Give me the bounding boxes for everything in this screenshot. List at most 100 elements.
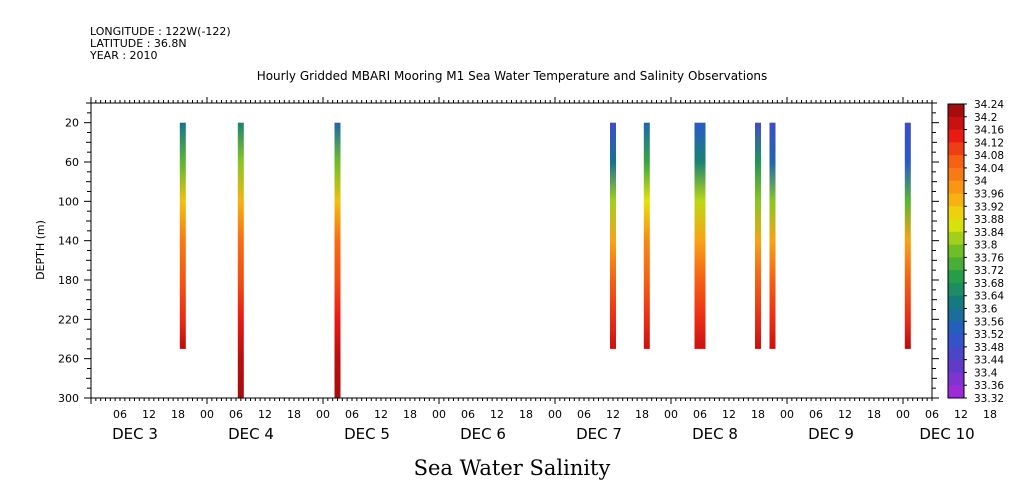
colorbar-swatch	[948, 167, 964, 182]
x-hour-tick-label: 12	[722, 408, 736, 421]
x-hour-tick-label: 12	[838, 408, 852, 421]
colorbar-label: 34.12	[974, 137, 1004, 149]
colorbar-label: 33.56	[974, 316, 1004, 328]
colorbar-swatch	[948, 385, 964, 399]
colorbar-swatch	[948, 308, 964, 322]
colorbar-label: 33.64	[974, 291, 1004, 303]
x-hour-tick-label: 06	[693, 408, 707, 421]
colorbar-label: 33.44	[974, 355, 1004, 367]
colorbar-label: 34.24	[974, 99, 1004, 111]
salinity-profile-3	[334, 122, 341, 398]
y-tick-label: 300	[58, 392, 79, 405]
x-hour-tick-label: 06	[345, 408, 359, 421]
colorbar-swatch	[948, 270, 964, 284]
x-hour-tick-label: 00	[664, 408, 678, 421]
x-hour-tick-label: 12	[606, 408, 620, 421]
colorbar-swatch	[948, 142, 964, 156]
x-hour-tick-label: 18	[519, 408, 533, 421]
x-hour-tick-label: 06	[577, 408, 591, 421]
x-day-label: DEC 3	[112, 425, 158, 443]
x-hour-tick-label: 06	[113, 408, 127, 421]
colorbar-label: 33.4	[974, 367, 998, 379]
colorbar-label: 33.52	[974, 329, 1004, 341]
colorbar-frame	[947, 103, 965, 399]
chart-title: Hourly Gridded MBARI Mooring M1 Sea Wate…	[257, 69, 768, 83]
colorbar-swatch	[948, 155, 964, 169]
colorbar-swatch	[948, 231, 964, 246]
x-day-label: DEC 10	[919, 425, 974, 443]
salinity-profile-4	[610, 122, 616, 349]
y-tick-label: 140	[58, 235, 79, 248]
x-hour-tick-label: 12	[142, 408, 156, 421]
x-hour-tick-label: 06	[229, 408, 243, 421]
x-day-label: DEC 5	[344, 425, 390, 443]
colorbar-swatch	[948, 372, 964, 386]
x-day-label: DEC 7	[576, 425, 622, 443]
x-hour-tick-label: 18	[751, 408, 765, 421]
x-hour-tick-label: 00	[896, 408, 910, 421]
colorbar-label: 33.32	[974, 393, 1004, 405]
x-hour-tick-label: 06	[809, 408, 823, 421]
colorbar-label: 33.84	[974, 227, 1004, 239]
x-hour-tick-label: 00	[432, 408, 446, 421]
salinity-profile-2	[237, 122, 244, 398]
colorbar-label: 33.36	[974, 380, 1004, 392]
x-hour-tick-label: 00	[316, 408, 330, 421]
colorbar-label: 34.08	[974, 150, 1004, 162]
colorbar-swatch	[948, 257, 964, 271]
y-tick-label: 60	[65, 156, 79, 169]
colorbar-swatch	[948, 244, 964, 258]
salinity-profile-1	[179, 122, 186, 349]
colorbar-swatch	[948, 129, 964, 143]
x-day-label: DEC 4	[228, 425, 274, 443]
y-tick-label: 20	[65, 117, 79, 130]
plot-frame	[90, 102, 933, 399]
colorbar-label: 34.04	[974, 163, 1004, 175]
colorbar-swatch	[948, 359, 964, 373]
colorbar-label: 33.48	[974, 342, 1004, 354]
salinity-profile-9	[904, 122, 911, 349]
colorbar-label: 33.92	[974, 201, 1004, 213]
colorbar-swatch	[948, 346, 964, 361]
salinity-profile-7	[755, 122, 761, 349]
x-hour-tick-label: 06	[461, 408, 475, 421]
colorbar-label: 33.76	[974, 252, 1004, 264]
x-hour-tick-label: 00	[200, 408, 214, 421]
y-axis-title: DEPTH (m)	[34, 220, 47, 280]
year-label: YEAR : 2010	[89, 49, 158, 62]
x-hour-tick-label: 00	[548, 408, 562, 421]
y-tick-label: 220	[58, 313, 79, 326]
y-tick-label: 100	[58, 195, 79, 208]
colorbar-label: 33.8	[974, 240, 997, 252]
x-hour-tick-label: 18	[403, 408, 417, 421]
x-axis-title: Sea Water Salinity	[414, 456, 611, 480]
x-hour-tick-label: 12	[490, 408, 504, 421]
x-day-label: DEC 8	[692, 425, 738, 443]
x-hour-tick-label: 18	[983, 408, 997, 421]
colorbar-swatch	[948, 116, 964, 131]
x-hour-tick-label: 12	[954, 408, 968, 421]
x-hour-tick-label: 06	[925, 408, 939, 421]
salinity-profile-6	[694, 122, 706, 349]
colorbar-swatch	[948, 321, 964, 335]
salinity-profile-8	[769, 122, 776, 349]
colorbar-swatch	[948, 180, 964, 194]
y-tick-label: 180	[58, 274, 79, 287]
colorbar-swatch	[948, 193, 964, 207]
colorbar-swatch	[948, 282, 964, 297]
latitude-label: LATITUDE : 36.8N	[90, 37, 187, 50]
colorbar-label: 33.72	[974, 265, 1004, 277]
x-hour-tick-label: 18	[287, 408, 301, 421]
x-hour-tick-label: 12	[374, 408, 388, 421]
colorbar-label: 34.16	[974, 125, 1004, 137]
x-hour-tick-label: 18	[171, 408, 185, 421]
longitude-label: LONGITUDE : 122W(-122)	[90, 25, 231, 38]
colorbar-swatch	[948, 206, 964, 220]
x-day-label: DEC 9	[808, 425, 854, 443]
colorbar-label: 34	[974, 176, 988, 188]
colorbar-label: 33.68	[974, 278, 1004, 290]
colorbar-swatch	[948, 104, 964, 118]
colorbar-label: 33.96	[974, 188, 1004, 200]
x-hour-tick-label: 18	[635, 408, 649, 421]
